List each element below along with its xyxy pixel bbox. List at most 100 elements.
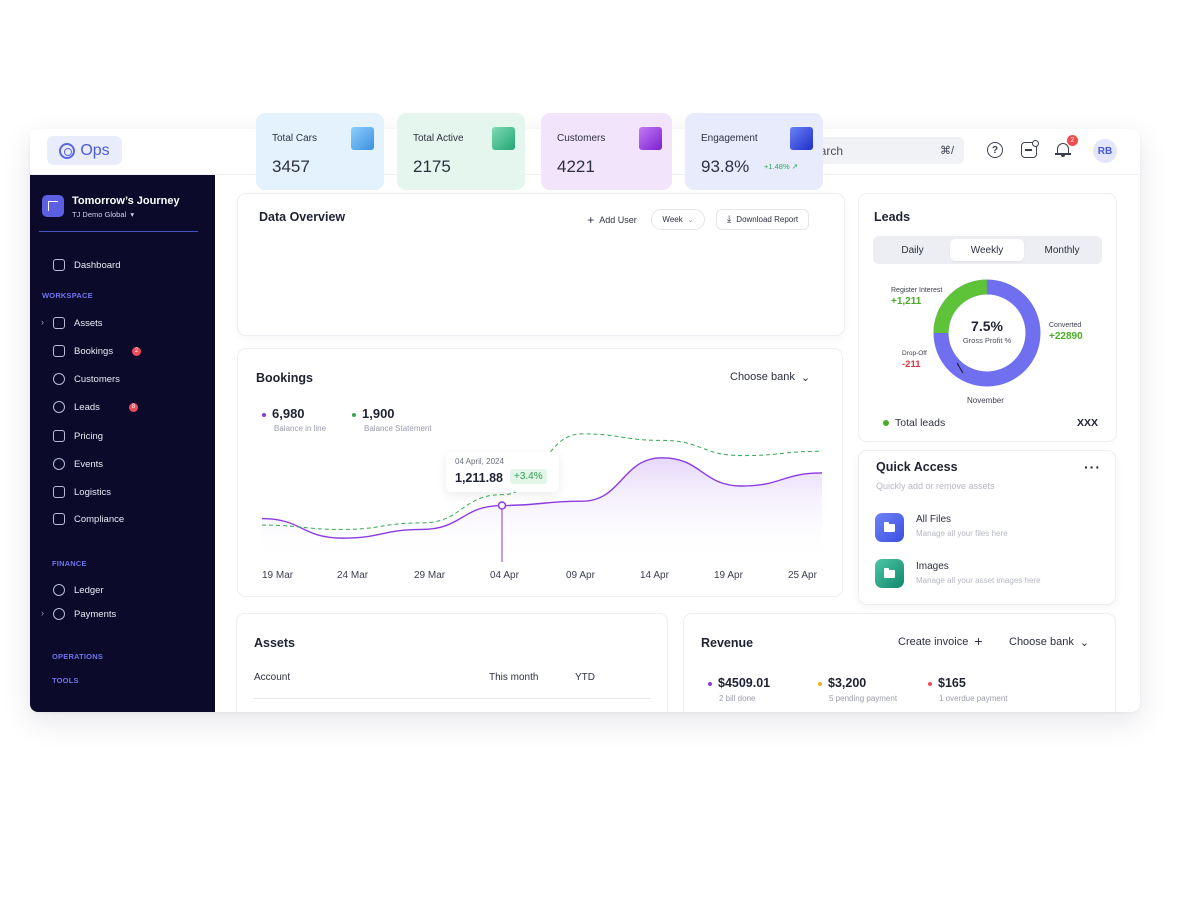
stat-label: Engagement bbox=[701, 133, 758, 144]
app-logo[interactable]: Ops bbox=[47, 136, 122, 165]
org-name: Tomorrow’s Journey bbox=[72, 195, 180, 207]
leads-month-label: November bbox=[967, 396, 1004, 405]
x-tick-label: 19 Mar bbox=[262, 570, 294, 581]
converted-value: +22890 bbox=[1049, 331, 1083, 342]
stat-card-customers[interactable]: Customers 4221 bbox=[541, 113, 672, 190]
total-leads-label: Total leads bbox=[895, 417, 946, 429]
assets-card bbox=[236, 613, 668, 712]
tooltip-value: 1,211.88 bbox=[455, 471, 503, 485]
register-value: +1,211 bbox=[891, 296, 922, 307]
donut-center-label: Gross Profit % bbox=[962, 336, 1012, 345]
sidebar-item-ledger[interactable]: Ledger bbox=[53, 584, 104, 596]
sidebar-item-bookings[interactable]: Bookings 2 bbox=[53, 345, 142, 357]
customers-icon bbox=[53, 373, 65, 385]
sidebar-item-label: Dashboard bbox=[74, 259, 121, 271]
donut-register-segment bbox=[933, 279, 1041, 387]
notes-icon[interactable] bbox=[1021, 140, 1039, 158]
chevron-right-icon[interactable]: › bbox=[41, 317, 44, 327]
cube-icon bbox=[351, 127, 374, 150]
chevron-right-icon[interactable]: › bbox=[41, 608, 44, 618]
payments-icon bbox=[53, 608, 65, 620]
sidebar-item-logistics[interactable]: Logistics bbox=[53, 486, 111, 498]
notification-badge: 2 bbox=[1067, 135, 1078, 146]
dropoff-value: -211 bbox=[902, 359, 921, 370]
stat-card-total-cars[interactable]: Total Cars 3457 bbox=[256, 113, 384, 190]
divider bbox=[39, 231, 198, 232]
table-divider bbox=[253, 698, 651, 699]
series-label: Balance in line bbox=[274, 424, 327, 433]
tab-daily[interactable]: Daily bbox=[901, 244, 924, 256]
quick-access-item-images[interactable]: Images Manage all your asset images here bbox=[916, 561, 1041, 585]
tab-weekly[interactable]: Weekly bbox=[950, 239, 1024, 261]
more-options-icon[interactable]: ··· bbox=[1084, 459, 1101, 475]
total-leads-value: XXX bbox=[1077, 417, 1099, 429]
images-folder-icon[interactable] bbox=[875, 559, 904, 588]
tab-monthly[interactable]: Monthly bbox=[1044, 244, 1080, 256]
stat-card-engagement[interactable]: Engagement 93.8% +1.48% ↗ bbox=[685, 113, 823, 190]
revenue-bank-dropdown[interactable]: Choose bank ⌄ bbox=[1009, 636, 1089, 649]
avatar[interactable]: RB bbox=[1093, 139, 1117, 163]
sidebar-item-compliance[interactable]: Compliance bbox=[53, 513, 124, 525]
plus-icon: + bbox=[974, 633, 983, 649]
series-legend-balance-line: 6,980 Balance in line bbox=[262, 406, 326, 433]
quick-access-item-all-files[interactable]: All Files Manage all your files here bbox=[916, 514, 1008, 538]
create-invoice-label: Create invoice bbox=[898, 636, 969, 648]
stat-card-total-active[interactable]: Total Active 2175 bbox=[397, 113, 525, 190]
download-report-button[interactable]: ⤓ Download Report bbox=[716, 209, 809, 230]
series-legend-balance-statement: 1,900 Balance Statement bbox=[352, 406, 432, 433]
tooltip-change: +3.4% bbox=[510, 469, 547, 484]
column-header-ytd[interactable]: YTD bbox=[575, 672, 595, 683]
sidebar-item-pricing[interactable]: Pricing bbox=[53, 430, 103, 442]
sidebar-item-dashboard[interactable]: Dashboard bbox=[53, 259, 120, 271]
x-tick-label: 14 Apr bbox=[640, 570, 669, 581]
sidebar-item-events[interactable]: Events bbox=[53, 458, 103, 470]
section-tools[interactable]: TOOLS bbox=[52, 676, 79, 685]
qa-item-title: All Files bbox=[916, 514, 952, 525]
org-subtitle: TJ Demo Global ▾ bbox=[72, 210, 135, 219]
folder-icon[interactable] bbox=[875, 513, 904, 542]
sidebar-item-label: Customers bbox=[74, 373, 120, 385]
bookings-bank-dropdown[interactable]: Choose bank ⌄ bbox=[730, 371, 810, 384]
leads-title: Leads bbox=[874, 210, 911, 224]
donut-center-value: 7.5% bbox=[971, 318, 1003, 334]
chevron-down-icon: ⌄ bbox=[1079, 637, 1090, 649]
column-header-account[interactable]: Account bbox=[254, 672, 291, 683]
logistics-icon bbox=[53, 486, 65, 498]
period-dropdown[interactable]: Week ⌄ bbox=[651, 209, 705, 230]
x-tick-label: 25 Apr bbox=[788, 570, 817, 581]
cube-icon bbox=[639, 127, 662, 150]
section-workspace: WORKSPACE bbox=[42, 291, 93, 300]
x-tick-label: 19 Apr bbox=[714, 570, 743, 581]
logo-text: Ops bbox=[80, 141, 110, 159]
quick-access-title: Quick Access bbox=[876, 460, 958, 474]
stat-value: 2175 bbox=[413, 157, 451, 176]
converted-stat: Converted +22890 bbox=[1049, 322, 1083, 342]
series-value: 6,980 bbox=[272, 406, 305, 421]
leads-donut-chart[interactable] bbox=[930, 276, 1044, 390]
help-icon[interactable]: ? bbox=[987, 142, 1003, 158]
column-header-this-month[interactable]: This month bbox=[489, 672, 539, 683]
sidebar-item-leads[interactable]: Leads 8 bbox=[53, 401, 138, 413]
ledger-icon bbox=[53, 584, 65, 596]
x-tick-label: 09 Apr bbox=[566, 570, 595, 581]
sidebar: Tomorrow’s Journey TJ Demo Global ▾ Dash… bbox=[30, 175, 215, 712]
add-user-button[interactable]: + Add User bbox=[584, 209, 640, 230]
create-invoice-button[interactable]: Create invoice + bbox=[898, 633, 983, 649]
sidebar-item-payments[interactable]: Payments bbox=[53, 608, 116, 620]
sidebar-item-customers[interactable]: Customers bbox=[53, 373, 120, 385]
sidebar-item-assets[interactable]: Assets bbox=[53, 317, 103, 329]
series-line-balance-in-line bbox=[261, 457, 823, 539]
qa-item-desc: Manage all your files here bbox=[916, 529, 1008, 538]
stat-delta: +1.48% ↗ bbox=[764, 162, 799, 171]
total-leads-row: Total leads bbox=[883, 417, 945, 429]
revenue-label: 2 bill done bbox=[719, 694, 756, 703]
revenue-card-clip: Revenue Create invoice + Choose bank ⌄ $… bbox=[683, 613, 1116, 712]
revenue-item-pending: $3,200 5 pending payment bbox=[818, 676, 897, 703]
org-logo-icon bbox=[42, 195, 64, 217]
section-operations[interactable]: OPERATIONS bbox=[52, 652, 104, 661]
series-value: 1,900 bbox=[362, 406, 395, 421]
dropoff-label: Drop-Off bbox=[902, 350, 927, 357]
org-switcher[interactable]: Tomorrow’s Journey TJ Demo Global ▾ bbox=[42, 195, 180, 219]
revenue-item-overdue: $165 1 overdue payment bbox=[928, 676, 1008, 703]
bell-icon[interactable] bbox=[1055, 142, 1071, 158]
